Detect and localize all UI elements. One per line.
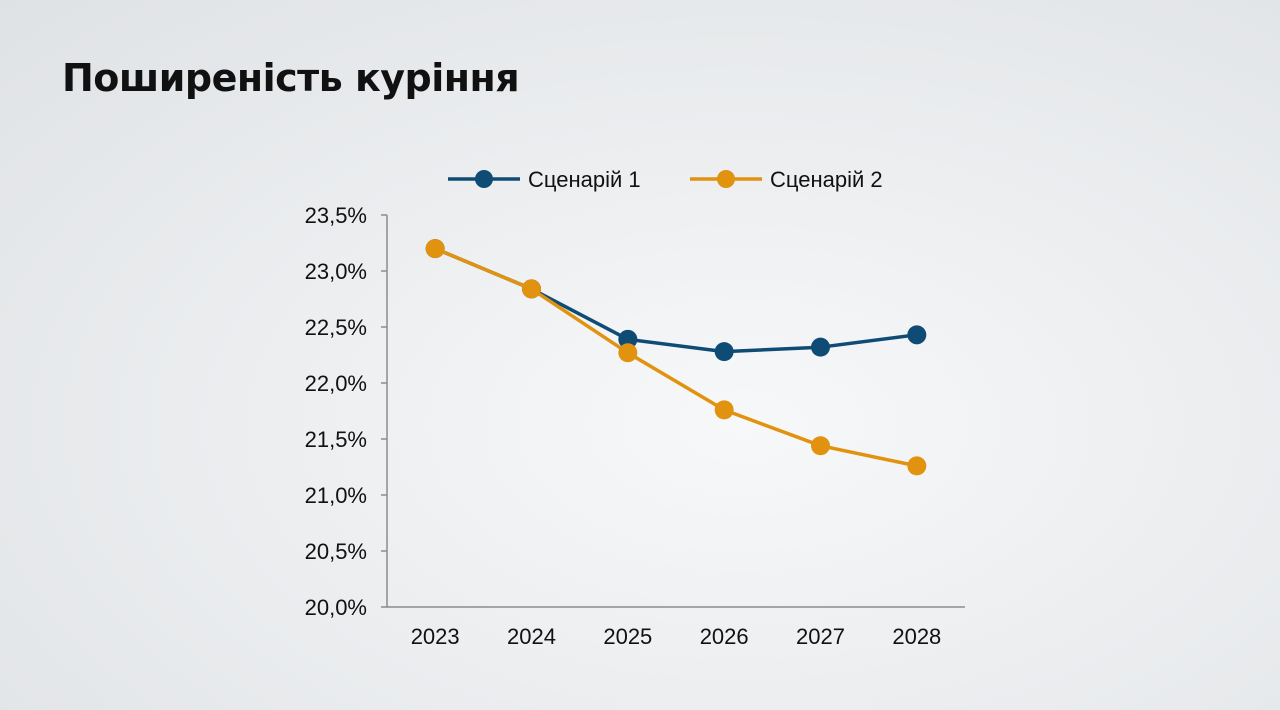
x-tick-label: 2023 [411, 624, 460, 649]
x-tick-label: 2027 [796, 624, 845, 649]
legend-marker [475, 170, 493, 188]
y-tick-label: 20,0% [305, 595, 367, 620]
series-2 [425, 239, 927, 476]
y-tick-label: 22,5% [305, 315, 367, 340]
data-point [907, 456, 927, 476]
legend-item-1: Сценарій 1 [448, 167, 641, 192]
x-tick-label: 2025 [603, 624, 652, 649]
data-point [714, 400, 734, 420]
y-tick-label: 21,5% [305, 427, 367, 452]
legend-marker [717, 170, 735, 188]
data-point [522, 279, 541, 299]
x-axis-ticks: 2023 2024 2025 2026 2027 2028 [411, 624, 942, 649]
y-tick-label: 21,0% [305, 483, 367, 508]
series-line [433, 246, 919, 468]
x-tick-label: 2026 [700, 624, 749, 649]
x-tick-label: 2028 [892, 624, 941, 649]
series-line [433, 246, 919, 354]
y-tick-label: 23,5% [305, 203, 367, 228]
chart-axes [386, 215, 965, 608]
chart-series [425, 239, 927, 476]
data-point [618, 329, 638, 349]
slide-title: Поширеність куріння [62, 56, 520, 100]
data-point [811, 337, 830, 357]
data-point [907, 325, 927, 345]
legend-label: Сценарій 2 [770, 167, 883, 192]
legend-label: Сценарій 1 [528, 167, 641, 192]
data-point [425, 239, 445, 259]
y-tick-label: 23,0% [305, 259, 367, 284]
data-point [714, 342, 734, 362]
legend-item-2: Сценарій 2 [690, 167, 883, 192]
chart-legend: Сценарій 1 Сценарій 2 [448, 167, 883, 192]
data-point [618, 343, 638, 363]
series-1 [425, 239, 927, 362]
data-point [811, 436, 830, 456]
x-tick-label: 2024 [507, 624, 556, 649]
y-tick-label: 20,5% [305, 539, 367, 564]
y-tick-label: 22,0% [305, 371, 367, 396]
y-axis-ticks: 20,0% 20,5% 21,0% 21,5% 22,0% 22,5% 23,0% 23,5% [305, 203, 387, 620]
